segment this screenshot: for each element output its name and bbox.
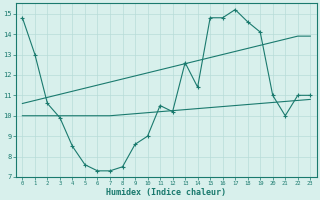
X-axis label: Humidex (Indice chaleur): Humidex (Indice chaleur) <box>106 188 226 197</box>
